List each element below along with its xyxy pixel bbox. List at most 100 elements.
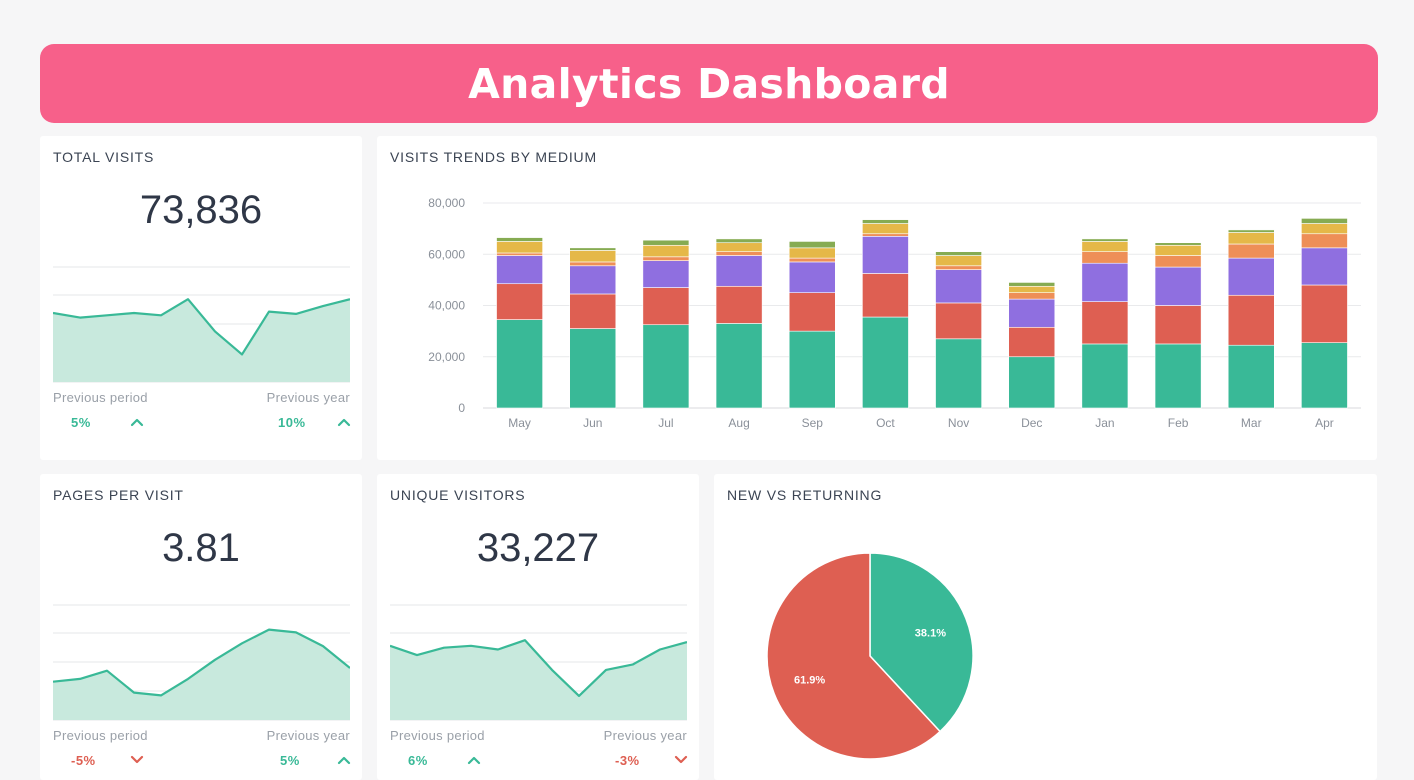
down-arrow-icon xyxy=(674,755,688,764)
bar-segment xyxy=(569,293,617,329)
prev-year-label: Previous year xyxy=(266,728,350,743)
bar-segment xyxy=(935,269,982,304)
x-tick-label: Jul xyxy=(658,416,673,430)
bar-segment xyxy=(1081,241,1129,252)
x-tick-label: Dec xyxy=(1021,416,1042,430)
bar-segment xyxy=(862,273,909,318)
unique-visitors-sparkline xyxy=(390,604,687,721)
bar-segment xyxy=(569,265,617,295)
sparkline-area xyxy=(390,640,687,720)
down-arrow-icon xyxy=(130,755,144,764)
bar-segment xyxy=(1301,223,1348,235)
bar-segment xyxy=(1154,255,1202,268)
total-visits-card: TOTAL VISITS 73,836 Previous period Prev… xyxy=(40,136,362,460)
pie-slice xyxy=(869,552,974,733)
x-tick-label: Oct xyxy=(876,416,895,430)
bar-segment xyxy=(1008,292,1056,300)
pie-slice-label: 38.1% xyxy=(915,627,946,639)
x-tick-label: Nov xyxy=(948,416,969,430)
unique-visitors-title: UNIQUE VISITORS xyxy=(390,487,526,503)
y-tick-label: 40,000 xyxy=(428,299,465,313)
pages-per-visit-card: PAGES PER VISIT 3.81 Previous period Pre… xyxy=(40,474,362,780)
bar-segment xyxy=(788,247,836,259)
page-title: Analytics Dashboard xyxy=(468,59,950,108)
bar-segment xyxy=(1227,243,1275,259)
bar-segment xyxy=(935,338,982,409)
bar-segment xyxy=(788,257,836,263)
bar-segment xyxy=(496,255,543,285)
bar-segment xyxy=(496,319,543,409)
pie-slice-label: 61.9% xyxy=(794,675,825,687)
bar-segment xyxy=(1301,342,1348,409)
bar-segment xyxy=(1154,266,1202,306)
sparkline-line xyxy=(53,298,350,356)
total-visits-sparkline xyxy=(53,266,350,383)
bar-segment xyxy=(642,256,690,261)
up-arrow-icon xyxy=(337,418,351,427)
dashboard-header: Analytics Dashboard xyxy=(40,44,1378,123)
y-tick-label: 20,000 xyxy=(428,350,465,364)
bar-segment xyxy=(642,287,690,326)
bar-segment xyxy=(935,302,982,340)
bar-segment xyxy=(862,219,909,224)
bar-segment xyxy=(1008,285,1056,293)
bar-segment xyxy=(1227,294,1275,346)
bar-segment xyxy=(1081,301,1129,345)
bar-segment xyxy=(1301,247,1348,286)
prev-period-change: 6% xyxy=(408,753,428,768)
bar-segment xyxy=(788,292,836,332)
bar-segment xyxy=(862,233,909,237)
bar-segment xyxy=(935,265,982,270)
prev-year-change: 10% xyxy=(278,415,306,430)
bar-segment xyxy=(569,250,617,263)
bar-segment xyxy=(715,285,763,324)
total-visits-title: TOTAL VISITS xyxy=(53,149,155,165)
pages-per-visit-value: 3.81 xyxy=(162,526,240,570)
bar-segment xyxy=(1227,257,1275,296)
sparkline-area xyxy=(53,299,350,382)
prev-year-change: 5% xyxy=(280,753,300,768)
new-vs-returning-title: NEW VS RETURNING xyxy=(727,487,883,503)
visits-trends-bar-chart: 0 20,000 40,000 60,000 80,000 May Jun Jul Aug Sep… xyxy=(428,196,1361,430)
sparkline-line xyxy=(53,628,350,697)
up-arrow-icon xyxy=(467,756,481,765)
bar-segment xyxy=(1301,218,1348,224)
bar-segment xyxy=(1008,356,1056,409)
x-tick-label: Aug xyxy=(728,416,749,430)
x-tick-label: Jan xyxy=(1095,416,1114,430)
prev-year-label: Previous year xyxy=(266,390,350,405)
bar-segment xyxy=(569,247,617,251)
sparkline-line xyxy=(390,639,687,698)
bar-segment xyxy=(935,251,982,256)
bar-segment xyxy=(1154,305,1202,345)
bar-segment xyxy=(642,239,690,246)
x-tick-label: Apr xyxy=(1315,416,1334,430)
bar-segment xyxy=(1301,284,1348,343)
bar-segment xyxy=(1227,232,1275,245)
bar-segment xyxy=(1008,282,1056,287)
bar-segment xyxy=(569,328,617,409)
bar-segment xyxy=(642,324,690,409)
bar-segment xyxy=(862,236,909,274)
up-arrow-icon xyxy=(130,418,144,427)
visits-trends-card: VISITS TRENDS BY MEDIUM 0 20,000 40,000 60,… xyxy=(377,136,1377,460)
x-tick-label: Mar xyxy=(1241,416,1262,430)
new-vs-returning-card: NEW VS RETURNING 38.1% 61.9% xyxy=(714,474,1377,780)
new-vs-returning-pie-chart: 38.1% 61.9% xyxy=(766,552,974,760)
bar-segment xyxy=(715,255,763,287)
prev-period-change: 5% xyxy=(71,415,91,430)
bar-segment xyxy=(715,238,763,244)
prev-period-label: Previous period xyxy=(53,728,148,743)
bar-segment xyxy=(1227,344,1275,409)
bar-segment xyxy=(496,252,543,256)
bar-segment xyxy=(862,316,909,409)
bar-segment xyxy=(788,330,836,409)
unique-visitors-card: UNIQUE VISITORS 33,227 Previous period P… xyxy=(377,474,699,780)
bar-segment xyxy=(1008,326,1056,358)
bar-segment xyxy=(1081,238,1129,242)
bar-segment xyxy=(1081,262,1129,302)
bar-segment xyxy=(1154,242,1202,246)
x-tick-label: May xyxy=(508,416,531,430)
bar-segment xyxy=(788,261,836,293)
visits-trends-title: VISITS TRENDS BY MEDIUM xyxy=(390,149,597,165)
